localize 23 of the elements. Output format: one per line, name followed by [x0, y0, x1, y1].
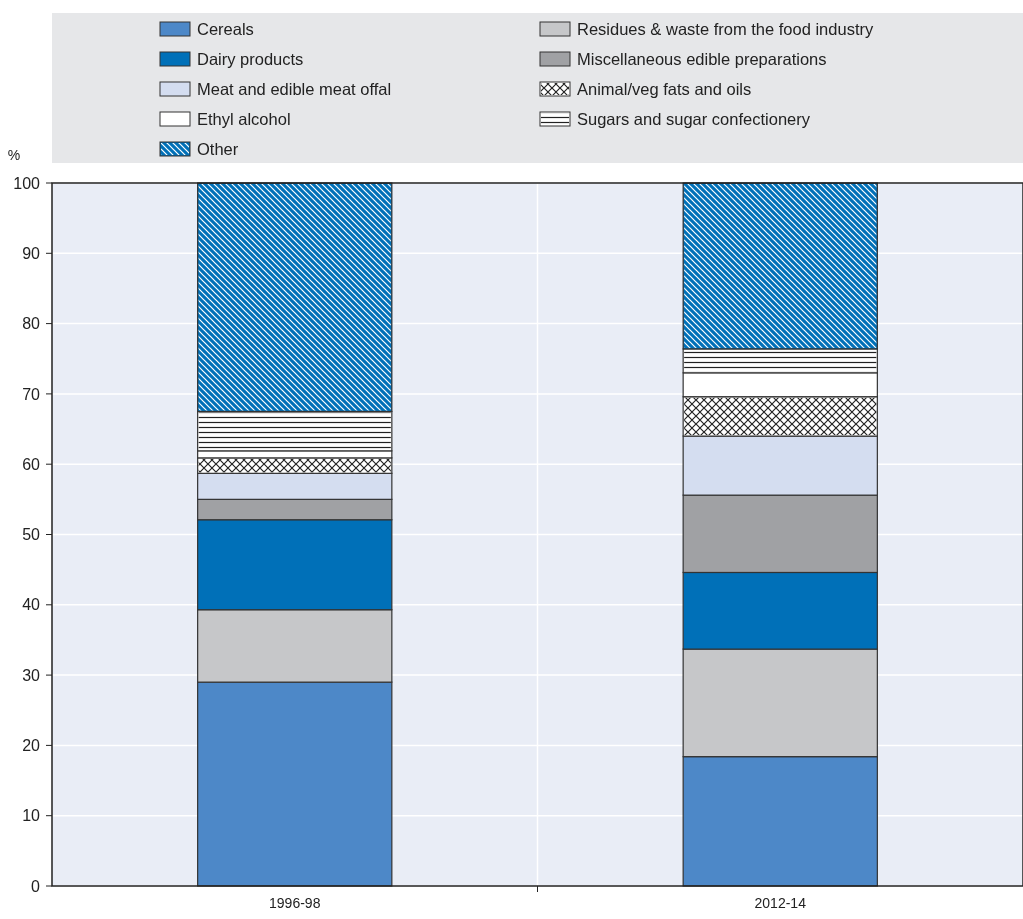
y-tick-label: 90 [22, 244, 41, 262]
legend-label: Meat and edible meat offal [197, 79, 392, 98]
legend-label: Ethyl alcohol [197, 109, 291, 128]
x-tick-label: 2012-14 [754, 895, 807, 911]
legend-label: Other [197, 139, 239, 158]
legend-label: Miscellaneous edible preparations [577, 49, 827, 68]
y-tick-label: 20 [22, 737, 41, 754]
y-tick-label: 80 [22, 315, 41, 333]
legend-label: Sugars and sugar confectionery [577, 109, 811, 128]
x-tick-label: 1996-98 [269, 895, 321, 911]
y-tick-label: 40 [22, 596, 41, 614]
y-axis-title: % [7, 147, 21, 163]
y-tick-label: 100 [13, 174, 41, 192]
y-tick-label: 10 [22, 807, 41, 825]
y-tick-label: 30 [22, 666, 41, 684]
y-tick-label: 0 [31, 877, 41, 895]
legend-label: Residues & waste from the food industry [577, 19, 874, 38]
y-tick-label: 70 [22, 385, 41, 403]
legend-label: Cereals [197, 19, 254, 38]
y-tick-label: 50 [22, 526, 41, 544]
legend-label: Dairy products [197, 49, 304, 68]
legend-label: Animal/veg fats and oils [577, 79, 752, 98]
y-tick-label: 60 [22, 455, 41, 473]
